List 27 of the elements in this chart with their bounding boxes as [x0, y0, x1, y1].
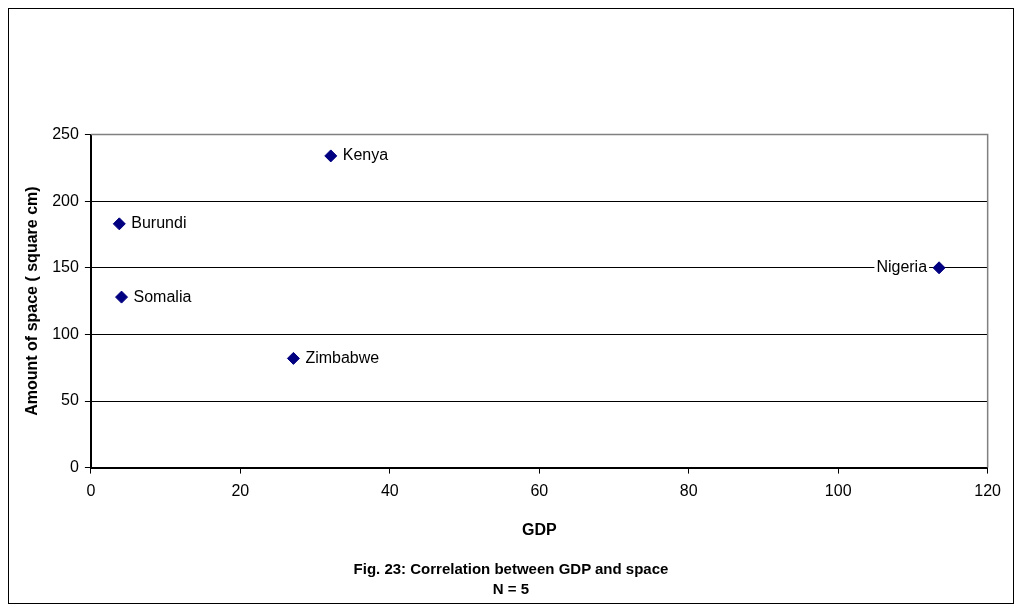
- series-label: Zimbabwe: [305, 348, 380, 366]
- x-tick-label: 40: [380, 481, 399, 499]
- y-tick-label: 0: [69, 458, 79, 476]
- y-tick-label: 250: [52, 125, 79, 143]
- point: [286, 351, 300, 365]
- point: [112, 217, 126, 231]
- x-tick-label: 0: [86, 481, 96, 499]
- y-tick-label: 150: [52, 258, 79, 276]
- text: N = 5: [491, 579, 531, 599]
- series-label: Nigeria: [876, 258, 928, 276]
- point: [932, 261, 946, 275]
- x-axis-title: GDP: [521, 520, 557, 538]
- series-label: Kenya: [342, 146, 389, 164]
- y-tick-label: 50: [61, 391, 79, 409]
- x-tick-label: 100: [824, 481, 852, 499]
- point: [115, 290, 129, 304]
- series-label: Burundi: [131, 214, 187, 232]
- x-tick-label: 80: [679, 481, 698, 499]
- x-tick-label: 60: [530, 481, 549, 499]
- y-tick-label: 100: [52, 324, 79, 342]
- y-axis-title: Amount of space ( square cm): [23, 186, 41, 416]
- point: [324, 149, 338, 163]
- x-tick-label: 20: [231, 481, 250, 499]
- y-tick-label: 200: [52, 191, 79, 209]
- series-label: Somalia: [133, 287, 192, 305]
- x-tick-label: 120: [974, 481, 1002, 499]
- text: Fig. 23: Correlation between GDP and space: [352, 559, 670, 579]
